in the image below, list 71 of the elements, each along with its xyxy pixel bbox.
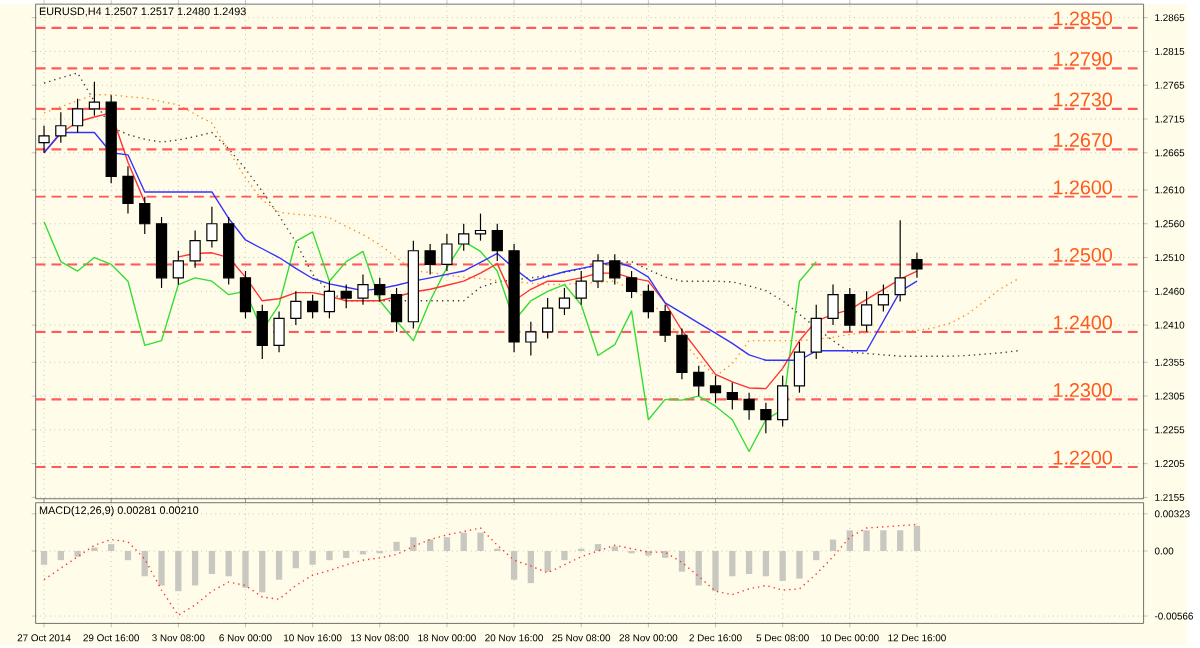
bar bbox=[292, 551, 299, 569]
candlestick bbox=[827, 284, 839, 326]
bar bbox=[74, 551, 81, 557]
ref-line-label: 1.2670 bbox=[1054, 133, 1113, 148]
bar bbox=[393, 541, 400, 552]
ref-line-label: 1.2300 bbox=[1054, 383, 1113, 398]
bar bbox=[594, 544, 602, 552]
bar bbox=[897, 530, 904, 552]
bar bbox=[208, 551, 216, 575]
candlestick bbox=[273, 311, 285, 353]
candlestick bbox=[743, 392, 755, 421]
bar bbox=[846, 530, 853, 552]
bar bbox=[108, 544, 115, 552]
bar bbox=[729, 551, 736, 577]
bar bbox=[259, 551, 266, 593]
bar bbox=[779, 551, 786, 581]
bar bbox=[57, 551, 64, 561]
bar bbox=[527, 551, 535, 584]
candlestick bbox=[357, 273, 369, 306]
bar bbox=[913, 525, 921, 552]
candlestick bbox=[760, 402, 772, 434]
bar bbox=[477, 532, 484, 552]
candlestick bbox=[424, 243, 436, 276]
bar bbox=[410, 537, 417, 552]
ref-line-label: 1.2850 bbox=[1054, 11, 1113, 26]
bar bbox=[275, 551, 283, 580]
bar bbox=[124, 551, 132, 561]
bar bbox=[695, 551, 702, 586]
candlestick bbox=[525, 321, 537, 357]
bar bbox=[40, 551, 48, 565]
bar bbox=[510, 551, 518, 580]
bar bbox=[191, 551, 199, 586]
ref-line-label: 1.2500 bbox=[1054, 248, 1113, 262]
candlestick bbox=[911, 252, 923, 279]
candlestick bbox=[189, 229, 201, 269]
bar bbox=[141, 551, 148, 577]
ref-line-label: 1.2200 bbox=[1054, 450, 1113, 465]
ref-line-label: 1.2400 bbox=[1054, 315, 1113, 330]
ref-line-label: 1.2600 bbox=[1054, 180, 1113, 195]
bar bbox=[426, 539, 434, 552]
bar bbox=[225, 551, 232, 577]
bar bbox=[460, 532, 467, 552]
bar bbox=[813, 551, 820, 561]
bar bbox=[880, 530, 887, 552]
line-series bbox=[43, 221, 817, 453]
bar bbox=[309, 551, 316, 565]
bar bbox=[343, 551, 350, 558]
ref-line-label: 1.2730 bbox=[1054, 92, 1113, 107]
candlestick bbox=[206, 206, 218, 249]
bar bbox=[158, 551, 165, 586]
candlestick bbox=[441, 233, 453, 272]
ref-line-label: 1.2790 bbox=[1054, 52, 1113, 67]
bar bbox=[242, 551, 249, 588]
bar bbox=[863, 530, 870, 552]
bar bbox=[611, 546, 618, 552]
bar bbox=[175, 551, 182, 592]
bar bbox=[544, 551, 551, 572]
candlestick bbox=[122, 165, 134, 215]
candlestick bbox=[508, 243, 520, 353]
candlestick bbox=[676, 327, 688, 380]
candlestick bbox=[38, 125, 50, 154]
bar bbox=[561, 551, 568, 561]
bar bbox=[829, 539, 837, 552]
bar bbox=[762, 551, 770, 577]
bar bbox=[326, 551, 333, 561]
bar bbox=[443, 537, 451, 552]
bar bbox=[712, 551, 719, 592]
candlestick bbox=[592, 253, 604, 289]
bar bbox=[678, 551, 686, 572]
bar bbox=[796, 551, 803, 579]
bar bbox=[745, 551, 753, 575]
